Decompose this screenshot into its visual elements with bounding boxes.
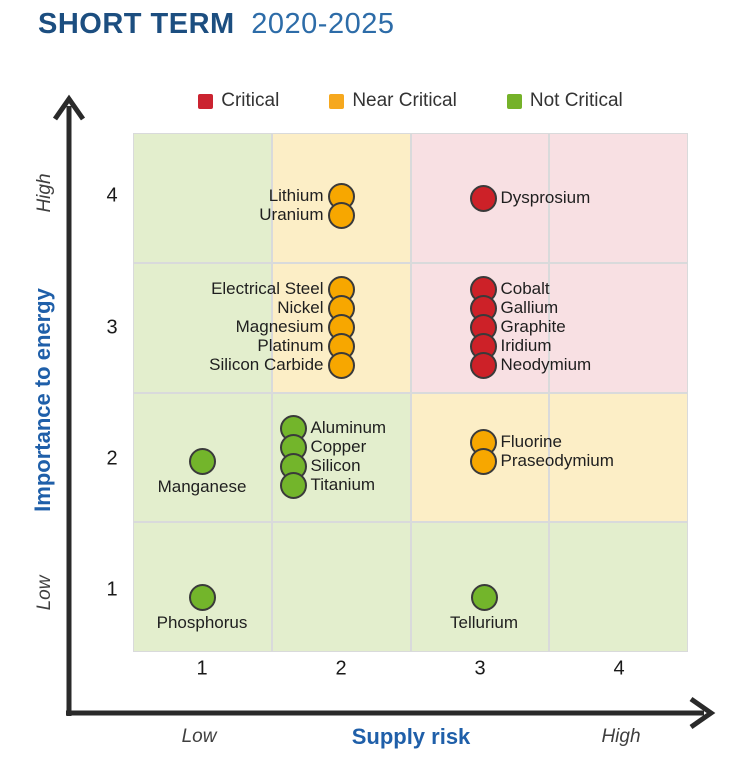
matrix-cell-x4-y2 <box>550 393 687 522</box>
dot-neodymium <box>469 351 497 379</box>
label-neodymium: Neodymium <box>500 355 592 374</box>
label-phosphorus: Phosphorus <box>156 612 248 632</box>
title-period: 2020-2025 <box>251 8 395 40</box>
matrix-cell-x2-y1 <box>272 523 410 651</box>
labels-manganese: Manganese <box>158 477 247 496</box>
y-tick-2: 2 <box>106 447 118 470</box>
y-tick-4: 4 <box>106 184 118 207</box>
legend-item-not-critical: Not Critical <box>506 90 623 112</box>
label-uranium: Uranium <box>259 205 324 224</box>
label-dysprosium: Dysprosium <box>500 188 591 207</box>
labels-fluorine-group: Fluorine Praseodymium <box>501 432 614 470</box>
label-tellurium: Tellurium <box>449 612 519 632</box>
matrix-grid <box>133 133 688 652</box>
matrix-cell-x1-y3 <box>134 263 271 392</box>
x-tick-2: 2 <box>335 657 347 680</box>
y-axis-arrowhead-icon <box>52 94 86 121</box>
labels-lithium-uranium: Lithium Uranium <box>259 186 323 224</box>
legend-swatch-icon <box>198 93 214 109</box>
legend-swatch-icon <box>329 93 345 109</box>
label-gallium: Gallium <box>500 298 559 317</box>
label-silicon-carbide: Silicon Carbide <box>209 355 324 374</box>
label-lithium: Lithium <box>268 186 324 205</box>
title-main: SHORT TERM <box>38 8 235 40</box>
labels-phosphorus: Phosphorus <box>157 613 248 632</box>
labels-tellurium: Tellurium <box>450 613 518 632</box>
label-platinum: Platinum <box>257 336 324 355</box>
matrix-cell-x4-y3 <box>550 263 687 392</box>
legend-item-critical: Critical <box>198 90 279 112</box>
page-title: SHORT TERM 2020-2025 <box>38 8 394 41</box>
x-tick-1: 1 <box>196 657 208 680</box>
dot-titanium <box>279 471 307 499</box>
y-tick-3: 3 <box>106 316 118 339</box>
legend-label: Critical <box>221 90 280 111</box>
labels-aluminum-group: Aluminum Copper Silicon Titanium <box>311 418 387 494</box>
dot-phosphorus <box>188 583 216 611</box>
label-graphite: Graphite <box>500 317 566 336</box>
matrix-cell-x4-y4 <box>550 134 687 262</box>
label-silicon: Silicon <box>310 456 361 475</box>
legend-item-near-critical: Near Critical <box>329 90 457 112</box>
x-axis-arrowhead-icon <box>689 696 716 730</box>
legend: Critical Near Critical Not Critical <box>133 90 688 112</box>
dot-silicon-carbide <box>327 351 355 379</box>
label-fluorine: Fluorine <box>500 432 562 451</box>
x-axis-high-label: High <box>601 726 641 747</box>
label-nickel: Nickel <box>277 298 324 317</box>
x-axis-low-label: Low <box>181 726 217 747</box>
dot-praseodymium <box>469 447 497 475</box>
dot-tellurium <box>470 583 498 611</box>
legend-label: Not Critical <box>529 90 623 111</box>
label-iridium: Iridium <box>500 336 552 355</box>
legend-label: Near Critical <box>352 90 457 111</box>
legend-swatch-icon <box>506 93 522 109</box>
y-tick-1: 1 <box>106 578 118 601</box>
label-electrical-steel: Electrical Steel <box>211 279 324 298</box>
label-copper: Copper <box>310 437 367 456</box>
labels-row3-critical: Cobalt Gallium Graphite Iridium Neodymium <box>501 279 592 374</box>
x-axis-title: Supply risk <box>351 724 471 749</box>
y-axis-low-label: Low <box>34 575 55 611</box>
labels-row3-near-critical: Electrical Steel Nickel Magnesium Platinum S… <box>209 279 323 374</box>
label-titanium: Titanium <box>310 475 376 494</box>
label-magnesium: Magnesium <box>235 317 324 336</box>
dot-dysprosium <box>469 184 497 212</box>
label-aluminum: Aluminum <box>310 418 387 437</box>
y-axis-high-label: High <box>34 173 55 213</box>
label-cobalt: Cobalt <box>500 279 550 298</box>
y-axis-title: Importance to energy <box>30 288 55 512</box>
x-tick-4: 4 <box>613 657 625 680</box>
dot-manganese <box>188 447 216 475</box>
label-praseodymium: Praseodymium <box>500 451 614 470</box>
x-tick-3: 3 <box>474 657 486 680</box>
label-manganese: Manganese <box>157 476 247 496</box>
labels-dysprosium: Dysprosium <box>501 188 591 207</box>
matrix-cell-x4-y1 <box>550 523 687 651</box>
dot-uranium <box>327 201 355 229</box>
matrix-cell-x1-y4 <box>134 134 271 262</box>
